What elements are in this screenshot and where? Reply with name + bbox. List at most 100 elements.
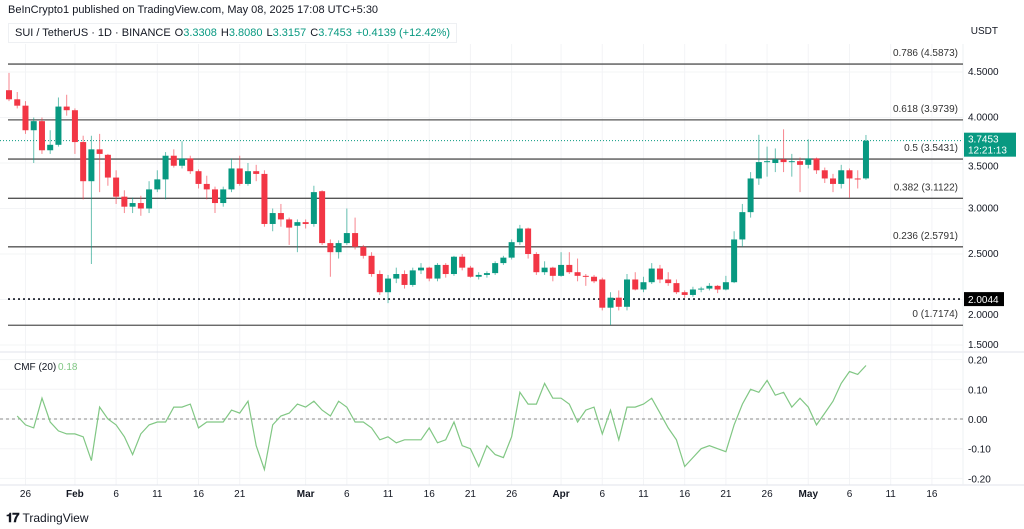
candle-body[interactable] [500, 257, 507, 264]
candle-body[interactable] [656, 268, 663, 280]
candle-body[interactable] [566, 264, 573, 273]
candle-body[interactable] [681, 292, 688, 295]
symbol-name[interactable]: SUI / TetherUS · 1D · BINANCE [15, 27, 171, 39]
candle-body[interactable] [475, 274, 482, 277]
candle-body[interactable] [640, 282, 647, 290]
candle-body[interactable] [673, 283, 680, 293]
candle-body[interactable] [294, 222, 301, 226]
candle-body[interactable] [6, 90, 12, 100]
candle-body[interactable] [343, 233, 350, 244]
candle-body[interactable] [385, 278, 392, 293]
candle-body[interactable] [146, 189, 153, 209]
candle-body[interactable] [459, 256, 466, 268]
candle-body[interactable] [516, 228, 523, 243]
candle-body[interactable] [302, 222, 309, 224]
candle-body[interactable] [508, 242, 515, 258]
candle-body[interactable] [393, 274, 400, 279]
candle-body[interactable] [747, 178, 754, 213]
candle-body[interactable] [722, 282, 729, 290]
candle-body[interactable] [261, 173, 268, 224]
candle-body[interactable] [55, 106, 62, 145]
candle-body[interactable] [780, 159, 787, 163]
candle-body[interactable] [788, 161, 795, 163]
candle-body[interactable] [648, 268, 655, 283]
candle-body[interactable] [88, 149, 95, 182]
candle-body[interactable] [203, 183, 210, 190]
candle-body[interactable] [319, 191, 326, 244]
candle-body[interactable] [525, 228, 532, 254]
candle-body[interactable] [376, 274, 383, 293]
candle-body[interactable] [179, 158, 186, 166]
candle-body[interactable] [286, 219, 293, 228]
candle-body[interactable] [162, 155, 169, 180]
candle-body[interactable] [30, 121, 37, 131]
candle-body[interactable] [236, 168, 243, 184]
candle-body[interactable] [558, 264, 565, 276]
candle-body[interactable] [830, 178, 836, 184]
candle-body[interactable] [582, 275, 589, 277]
candle-body[interactable] [574, 272, 581, 276]
candle-body[interactable] [689, 289, 696, 295]
candle-body[interactable] [71, 110, 78, 143]
candle-body[interactable] [607, 297, 614, 308]
candle-body[interactable] [615, 297, 622, 307]
candle-body[interactable] [450, 256, 457, 275]
candle-body[interactable] [38, 121, 45, 151]
candle-body[interactable] [277, 213, 284, 220]
candle-body[interactable] [360, 246, 367, 256]
candle-body[interactable] [624, 279, 630, 307]
candle-body[interactable] [14, 99, 21, 106]
candle-body[interactable] [96, 149, 103, 154]
candle-body[interactable] [862, 140, 869, 179]
candle-body[interactable] [104, 154, 111, 178]
candle-body[interactable] [129, 203, 136, 207]
candle-body[interactable] [434, 264, 441, 279]
candle-body[interactable] [269, 213, 276, 224]
candle-body[interactable] [442, 264, 449, 275]
candle-body[interactable] [63, 106, 70, 111]
candle-body[interactable] [47, 144, 54, 151]
candle-body[interactable] [467, 267, 474, 277]
candle-body[interactable] [549, 267, 556, 276]
candle-body[interactable] [327, 243, 334, 253]
candle-body[interactable] [220, 189, 227, 204]
candle-body[interactable] [195, 171, 202, 184]
candle-body[interactable] [805, 158, 812, 165]
cmf-line[interactable] [16, 365, 867, 472]
candle-body[interactable] [335, 243, 342, 253]
candle-body[interactable] [137, 203, 144, 209]
candle-body[interactable] [591, 276, 598, 282]
candle-body[interactable] [755, 162, 762, 179]
candle-body[interactable] [797, 161, 804, 165]
candle-body[interactable] [599, 279, 606, 308]
candle-body[interactable] [854, 178, 861, 180]
candle-body[interactable] [228, 168, 235, 190]
candle-body[interactable] [764, 161, 771, 163]
candle-body[interactable] [253, 171, 260, 174]
candle-body[interactable] [541, 267, 548, 273]
candle-body[interactable] [821, 170, 828, 179]
candle-body[interactable] [212, 189, 218, 204]
candle-body[interactable] [813, 158, 820, 171]
candle-body[interactable] [426, 267, 433, 279]
candle-body[interactable] [352, 233, 359, 247]
candle-body[interactable] [533, 254, 540, 273]
candle-body[interactable] [772, 159, 779, 163]
candle-body[interactable] [121, 196, 128, 207]
candle-body[interactable] [310, 192, 317, 224]
candle-body[interactable] [665, 279, 672, 284]
candle-body[interactable] [632, 279, 639, 290]
candle-body[interactable] [113, 177, 120, 197]
candle-body[interactable] [731, 239, 738, 283]
candle-body[interactable] [80, 142, 87, 182]
candle-body[interactable] [154, 179, 161, 190]
candle-body[interactable] [22, 105, 29, 131]
candle-body[interactable] [714, 285, 721, 290]
candle-body[interactable] [244, 171, 251, 184]
candle-body[interactable] [846, 170, 853, 179]
candle-body[interactable] [368, 255, 375, 275]
candle-body[interactable] [187, 158, 194, 172]
candle-body[interactable] [706, 285, 713, 289]
candle-body[interactable] [698, 288, 705, 290]
candle-body[interactable] [483, 273, 490, 275]
